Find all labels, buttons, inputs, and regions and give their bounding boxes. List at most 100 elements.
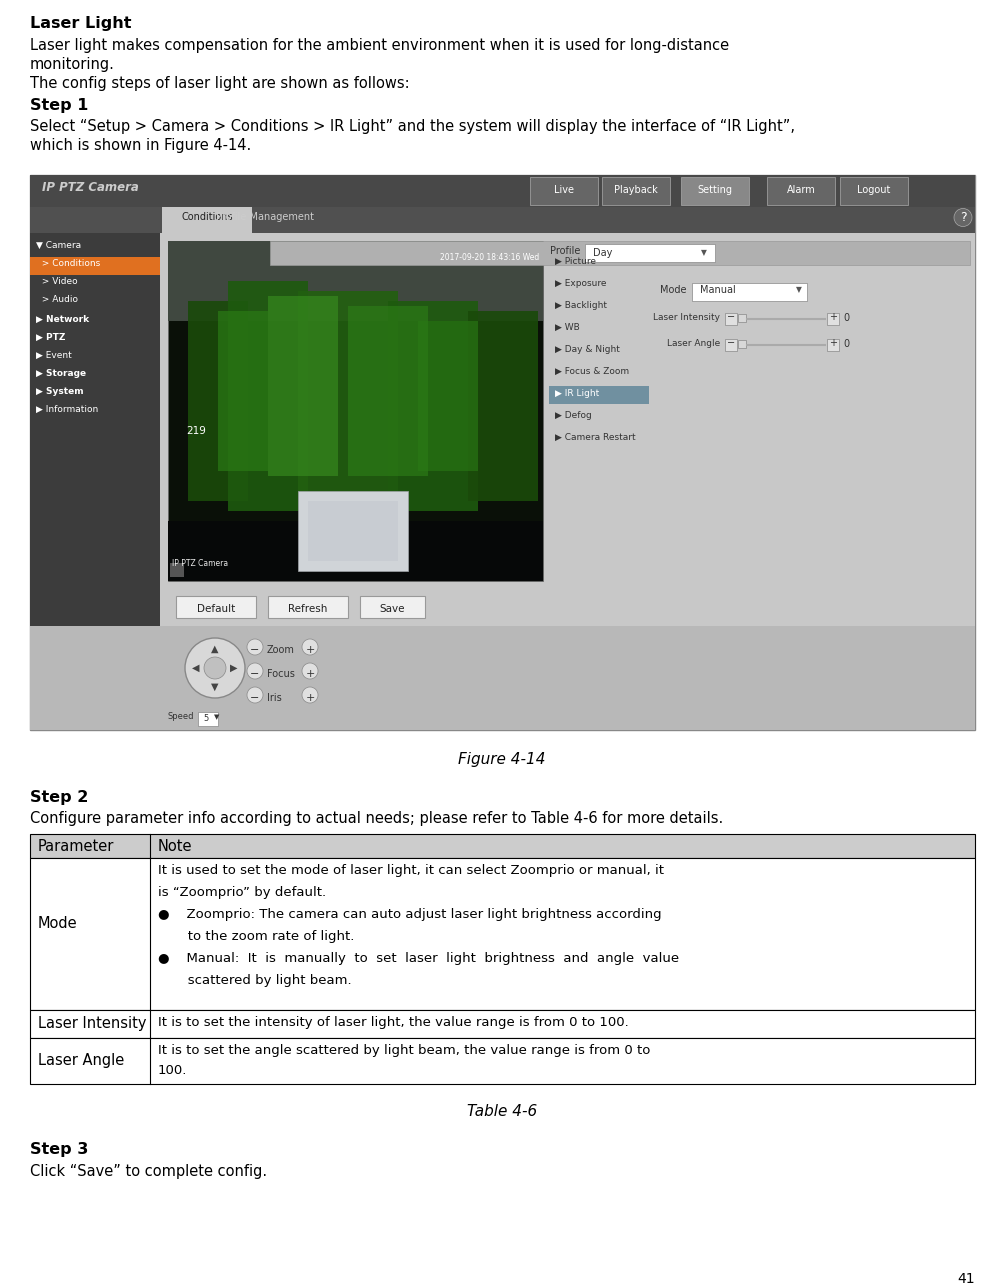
Bar	[30, 1038, 974, 1084]
Bar	[467, 310, 538, 501]
Text: IP PTZ Camera: IP PTZ Camera	[172, 559, 228, 568]
Text: scattered by light beam.: scattered by light beam.	[157, 974, 351, 987]
Bar	[549, 386, 648, 404]
Bar	[737, 314, 745, 322]
Text: ▶: ▶	[230, 663, 238, 674]
Circle shape	[247, 639, 263, 656]
Text: 0: 0	[843, 313, 849, 323]
Text: ◀: ◀	[192, 663, 200, 674]
Text: ●    Zoomprio: The camera can auto adjust laser light brightness according: ● Zoomprio: The camera can auto adjust l…	[157, 908, 661, 921]
Text: Step 2: Step 2	[30, 790, 88, 805]
Bar	[766, 176, 834, 205]
Text: ▶ Backlight: ▶ Backlight	[555, 301, 607, 310]
Text: It is to set the intensity of laser light, the value range is from 0 to 100.: It is to set the intensity of laser ligh…	[157, 1016, 628, 1029]
Text: Configure parameter info according to actual needs; please refer to Table 4-6 fo: Configure parameter info according to ac…	[30, 811, 722, 826]
Bar	[30, 858, 974, 1010]
Text: 100.: 100.	[157, 1064, 188, 1077]
Bar	[840, 176, 907, 205]
Text: 0: 0	[843, 339, 849, 349]
Bar	[298, 491, 407, 571]
Bar	[308, 501, 397, 562]
Bar	[30, 835, 974, 858]
Bar	[585, 243, 714, 261]
Text: Speed: Speed	[168, 712, 195, 721]
Text: ▼: ▼	[214, 714, 220, 720]
Text: Mode: Mode	[38, 916, 77, 931]
Text: Logout: Logout	[857, 185, 890, 194]
Bar	[168, 241, 543, 581]
Circle shape	[247, 663, 263, 679]
Bar	[168, 241, 543, 321]
Bar	[30, 207, 974, 233]
Text: ▶ Defog: ▶ Defog	[555, 411, 591, 420]
Bar	[691, 283, 806, 301]
Text: ?: ?	[959, 211, 965, 224]
Bar	[387, 301, 477, 511]
Text: Profile Management: Profile Management	[216, 213, 314, 222]
Bar	[348, 307, 427, 477]
Bar	[176, 596, 256, 618]
Bar	[30, 175, 974, 207]
Text: Focus: Focus	[267, 668, 295, 679]
Text: Live: Live	[554, 185, 574, 194]
Text: Note: Note	[157, 838, 193, 854]
Text: +: +	[305, 693, 314, 703]
Circle shape	[302, 639, 318, 656]
Text: −: −	[250, 693, 260, 703]
Text: ▶ IR Light: ▶ IR Light	[555, 389, 599, 398]
Text: ▶ Event: ▶ Event	[36, 352, 71, 361]
Bar	[170, 563, 184, 577]
Text: Step 3: Step 3	[30, 1142, 88, 1157]
Circle shape	[204, 657, 226, 679]
Text: −: −	[726, 337, 734, 348]
Text: ▶ PTZ: ▶ PTZ	[36, 334, 65, 343]
Bar	[30, 1010, 974, 1038]
Text: −: −	[250, 668, 260, 679]
Text: Figure 4-14: Figure 4-14	[457, 752, 546, 766]
Bar	[30, 258, 159, 276]
Text: ▼: ▼	[700, 249, 706, 258]
Text: ●    Manual:  It  is  manually  to  set  laser  light  brightness  and  angle  v: ● Manual: It is manually to set laser li…	[157, 952, 678, 965]
Text: > Video: > Video	[36, 277, 77, 286]
Bar	[30, 233, 159, 730]
Text: ▶ Focus & Zoom: ▶ Focus & Zoom	[555, 367, 629, 376]
Text: ▲: ▲	[211, 644, 219, 654]
Circle shape	[185, 638, 245, 698]
Text: Laser Angle: Laser Angle	[666, 339, 719, 348]
Circle shape	[247, 687, 263, 703]
Bar	[270, 241, 969, 265]
Text: It is used to set the mode of laser light, it can select Zoomprio or manual, it: It is used to set the mode of laser ligh…	[157, 864, 663, 877]
Bar	[30, 175, 974, 730]
Text: ▶ Storage: ▶ Storage	[36, 368, 86, 377]
Text: Playback: Playback	[614, 185, 657, 194]
Text: 219: 219	[186, 426, 206, 437]
Text: Profile: Profile	[549, 246, 580, 256]
Text: Laser Angle: Laser Angle	[38, 1054, 124, 1068]
Text: 5: 5	[203, 714, 208, 723]
Bar	[360, 596, 424, 618]
Text: +: +	[305, 645, 314, 656]
Text: ▶ System: ▶ System	[36, 386, 83, 395]
Text: Alarm: Alarm	[785, 185, 814, 194]
Text: +: +	[828, 312, 837, 322]
Bar	[602, 176, 669, 205]
Bar	[724, 313, 736, 325]
Text: It is to set the angle scattered by light beam, the value range is from 0 to: It is to set the angle scattered by ligh…	[157, 1045, 650, 1057]
Text: ▶ Picture: ▶ Picture	[555, 258, 596, 267]
Text: Refresh: Refresh	[288, 604, 327, 614]
Bar	[218, 310, 268, 471]
Bar	[228, 281, 308, 511]
Text: 41: 41	[957, 1273, 974, 1285]
Text: ▶ Network: ▶ Network	[36, 316, 89, 325]
Bar	[530, 176, 598, 205]
Bar	[188, 301, 248, 501]
Bar	[298, 291, 397, 511]
Text: Manual: Manual	[699, 285, 735, 295]
Text: ▶ Camera Restart: ▶ Camera Restart	[555, 433, 635, 442]
Text: ▼: ▼	[211, 683, 219, 692]
Bar	[737, 340, 745, 348]
Text: Conditions: Conditions	[181, 213, 233, 222]
Text: Parameter: Parameter	[38, 838, 114, 854]
Text: monitoring.: monitoring.	[30, 57, 114, 72]
Text: ▶ Day & Night: ▶ Day & Night	[555, 345, 619, 354]
